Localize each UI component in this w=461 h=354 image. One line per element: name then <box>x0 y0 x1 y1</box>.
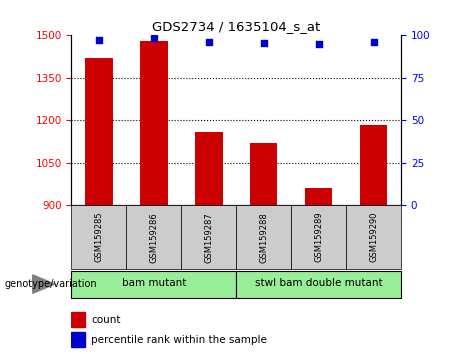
Bar <box>236 205 291 269</box>
Text: GSM159285: GSM159285 <box>95 212 103 263</box>
Text: count: count <box>91 315 121 325</box>
Text: GSM159288: GSM159288 <box>259 212 268 263</box>
Bar <box>71 205 126 269</box>
Polygon shape <box>33 275 55 293</box>
Text: GSM159286: GSM159286 <box>149 212 159 263</box>
Bar <box>236 270 401 298</box>
Bar <box>71 332 85 347</box>
Point <box>315 41 322 47</box>
Point <box>205 39 213 45</box>
Text: GSM159289: GSM159289 <box>314 212 323 263</box>
Bar <box>291 205 346 269</box>
Text: stwl bam double mutant: stwl bam double mutant <box>255 279 383 289</box>
Text: GSM159290: GSM159290 <box>369 212 378 262</box>
Text: genotype/variation: genotype/variation <box>5 279 97 289</box>
Text: GSM159287: GSM159287 <box>204 212 213 263</box>
Bar <box>85 58 112 205</box>
Bar <box>195 132 223 205</box>
Point <box>370 39 377 45</box>
Point <box>150 35 158 41</box>
Point <box>95 37 103 42</box>
Text: percentile rank within the sample: percentile rank within the sample <box>91 335 267 345</box>
Text: bam mutant: bam mutant <box>122 279 186 289</box>
Title: GDS2734 / 1635104_s_at: GDS2734 / 1635104_s_at <box>152 20 320 33</box>
Bar <box>140 41 168 205</box>
Bar <box>305 188 332 205</box>
Bar <box>346 205 401 269</box>
Point <box>260 40 267 46</box>
Bar <box>126 205 181 269</box>
Bar <box>250 143 278 205</box>
Bar <box>71 312 85 327</box>
Bar <box>360 125 387 205</box>
Bar <box>71 270 236 298</box>
Bar <box>181 205 236 269</box>
